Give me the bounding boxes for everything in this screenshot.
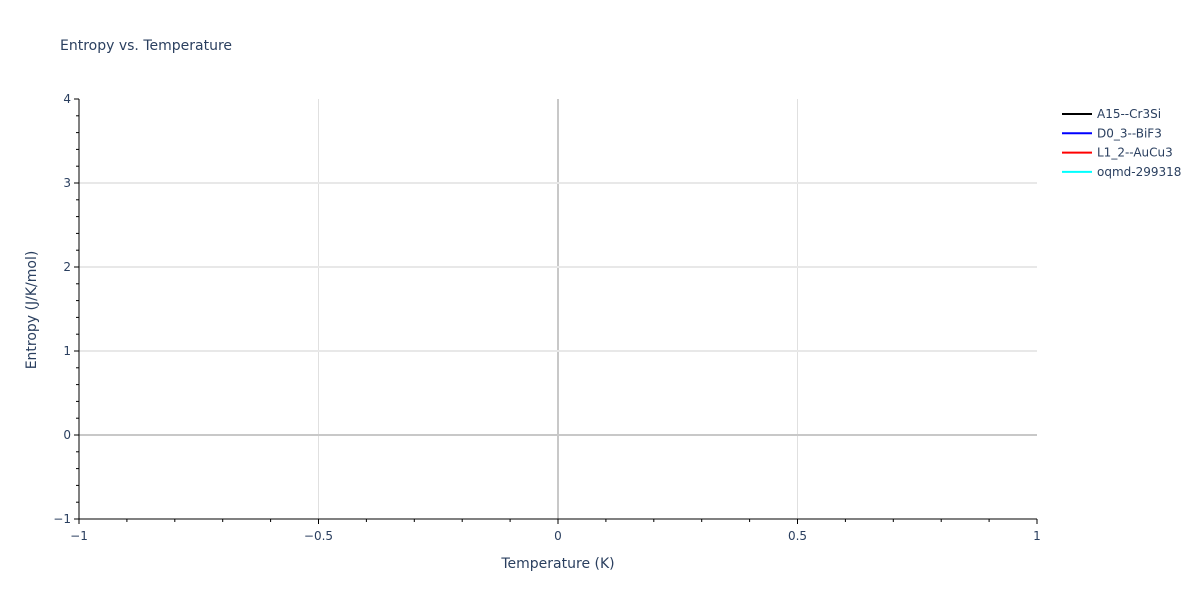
x-tick-label: 1 — [1033, 529, 1041, 543]
x-tick-label: −0.5 — [304, 529, 333, 543]
y-tick-label: −1 — [53, 512, 71, 526]
x-tick-label: 0 — [554, 529, 562, 543]
y-axis-label: Entropy (J/K/mol) — [24, 251, 40, 370]
legend[interactable]: A15--Cr3Si D0_3--BiF3 L1_2--AuCu3 oqmd-2993… — [1062, 107, 1181, 179]
y-tick-label: 3 — [63, 176, 71, 190]
legend-label: D0_3--BiF3 — [1097, 126, 1162, 140]
y-tick-label: 4 — [63, 92, 71, 106]
y-tick-label: 0 — [63, 428, 71, 442]
legend-label: A15--Cr3Si — [1097, 107, 1161, 121]
legend-label: oqmd-299318 — [1097, 165, 1181, 179]
x-tick-label: 0.5 — [788, 529, 807, 543]
y-tick-label: 2 — [63, 260, 71, 274]
legend-label: L1_2--AuCu3 — [1097, 146, 1173, 160]
x-tick-label: −1 — [70, 529, 88, 543]
y-tick-label: 1 — [63, 344, 71, 358]
x-axis-label: Temperature (K) — [500, 556, 614, 572]
chart-title: Entropy vs. Temperature — [60, 38, 232, 54]
